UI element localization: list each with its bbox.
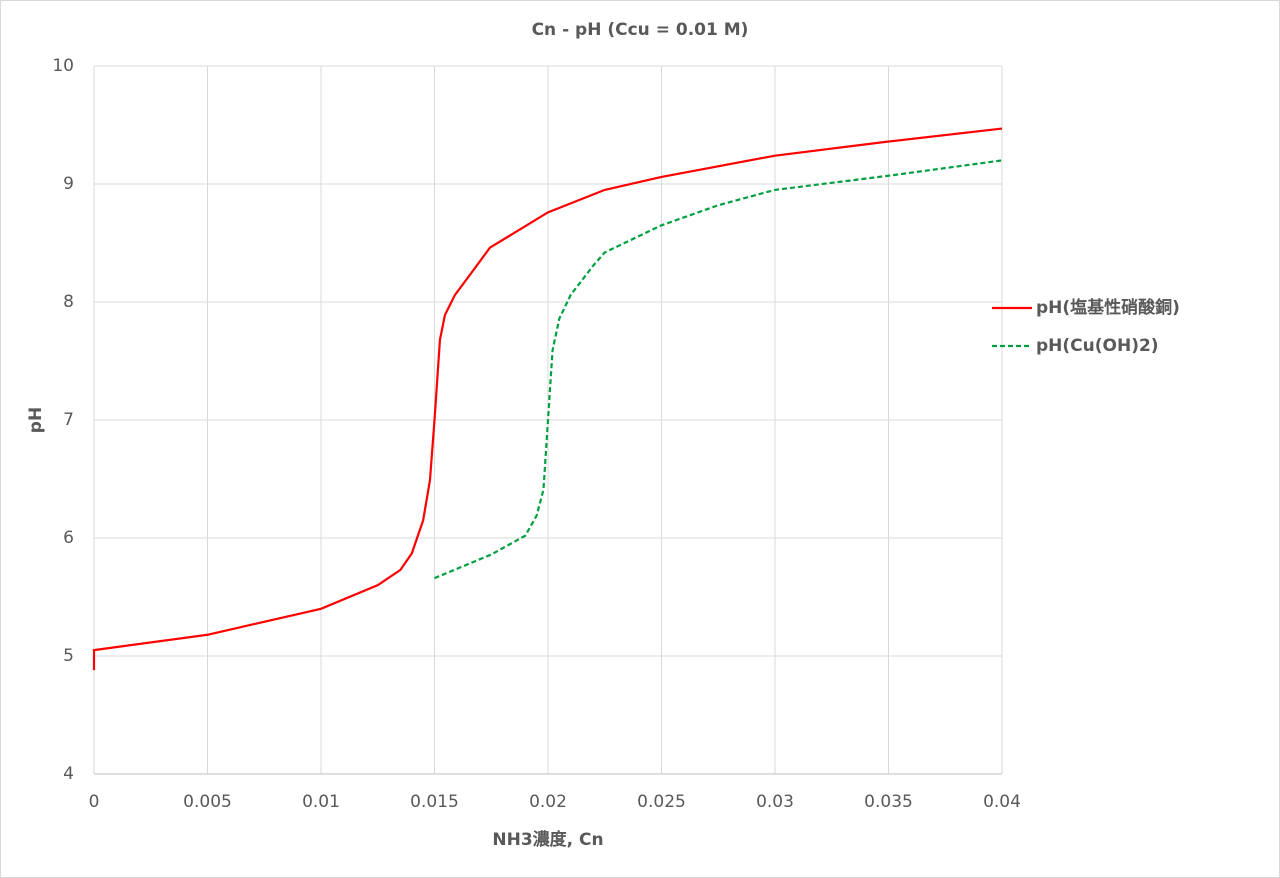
x-tick-label: 0	[89, 792, 100, 812]
y-tick-label: 6	[63, 528, 74, 548]
y-tick-label: 8	[63, 292, 74, 312]
y-tick-label: 10	[52, 56, 74, 76]
y-tick-label: 7	[63, 410, 74, 430]
chart-title: Cn - pH (Ccu = 0.01 M)	[532, 20, 749, 40]
x-tick-label: 0.01	[302, 792, 340, 812]
legend-label: pH(塩基性硝酸銅)	[1036, 297, 1180, 318]
x-tick-label: 0.03	[756, 792, 794, 812]
x-tick-label: 0.025	[637, 792, 686, 812]
x-tick-label: 0.04	[983, 792, 1021, 812]
series-line	[434, 159, 1003, 580]
y-tick-label: 4	[63, 764, 74, 784]
x-tick-label: 0.02	[529, 792, 567, 812]
x-tick-label: 0.015	[410, 792, 459, 812]
y-axis-label: pH	[26, 407, 46, 433]
series-line	[92, 127, 1003, 671]
y-tick-label: 9	[63, 174, 74, 194]
x-tick-label: 0.005	[183, 792, 232, 812]
x-tick-label: 0.035	[864, 792, 913, 812]
y-tick-label: 5	[63, 646, 74, 666]
x-axis-label: NH3濃度, Cn	[492, 829, 603, 850]
legend-label: pH(Cu(OH)2)	[1036, 336, 1159, 356]
